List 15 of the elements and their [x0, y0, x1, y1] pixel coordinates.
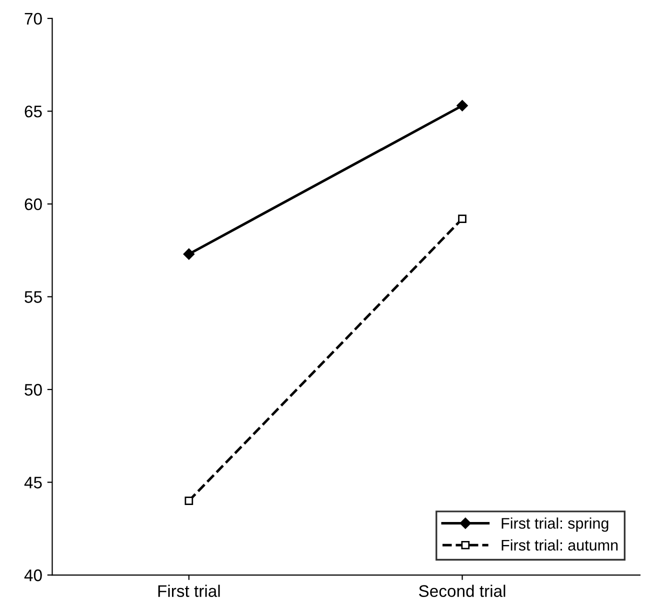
- y-tick-label: 60: [24, 198, 42, 210]
- y-tick-label: 45: [24, 476, 42, 488]
- y-tick-label: 40: [24, 569, 42, 582]
- legend-label: First trial: autumn: [502, 539, 618, 551]
- y-tick-label: 55: [24, 291, 42, 303]
- x-tick-label: Second trial: [419, 584, 506, 597]
- point: [456, 100, 468, 112]
- point: [183, 248, 195, 260]
- x-tick-label: First trial: [158, 584, 220, 597]
- y-tick-label: 70: [24, 12, 42, 25]
- y-tick-label: 50: [24, 384, 42, 396]
- point: [458, 214, 466, 223]
- legend-label: First trial: spring: [502, 518, 608, 532]
- point: [184, 496, 194, 505]
- y-tick-label: 65: [24, 106, 42, 118]
